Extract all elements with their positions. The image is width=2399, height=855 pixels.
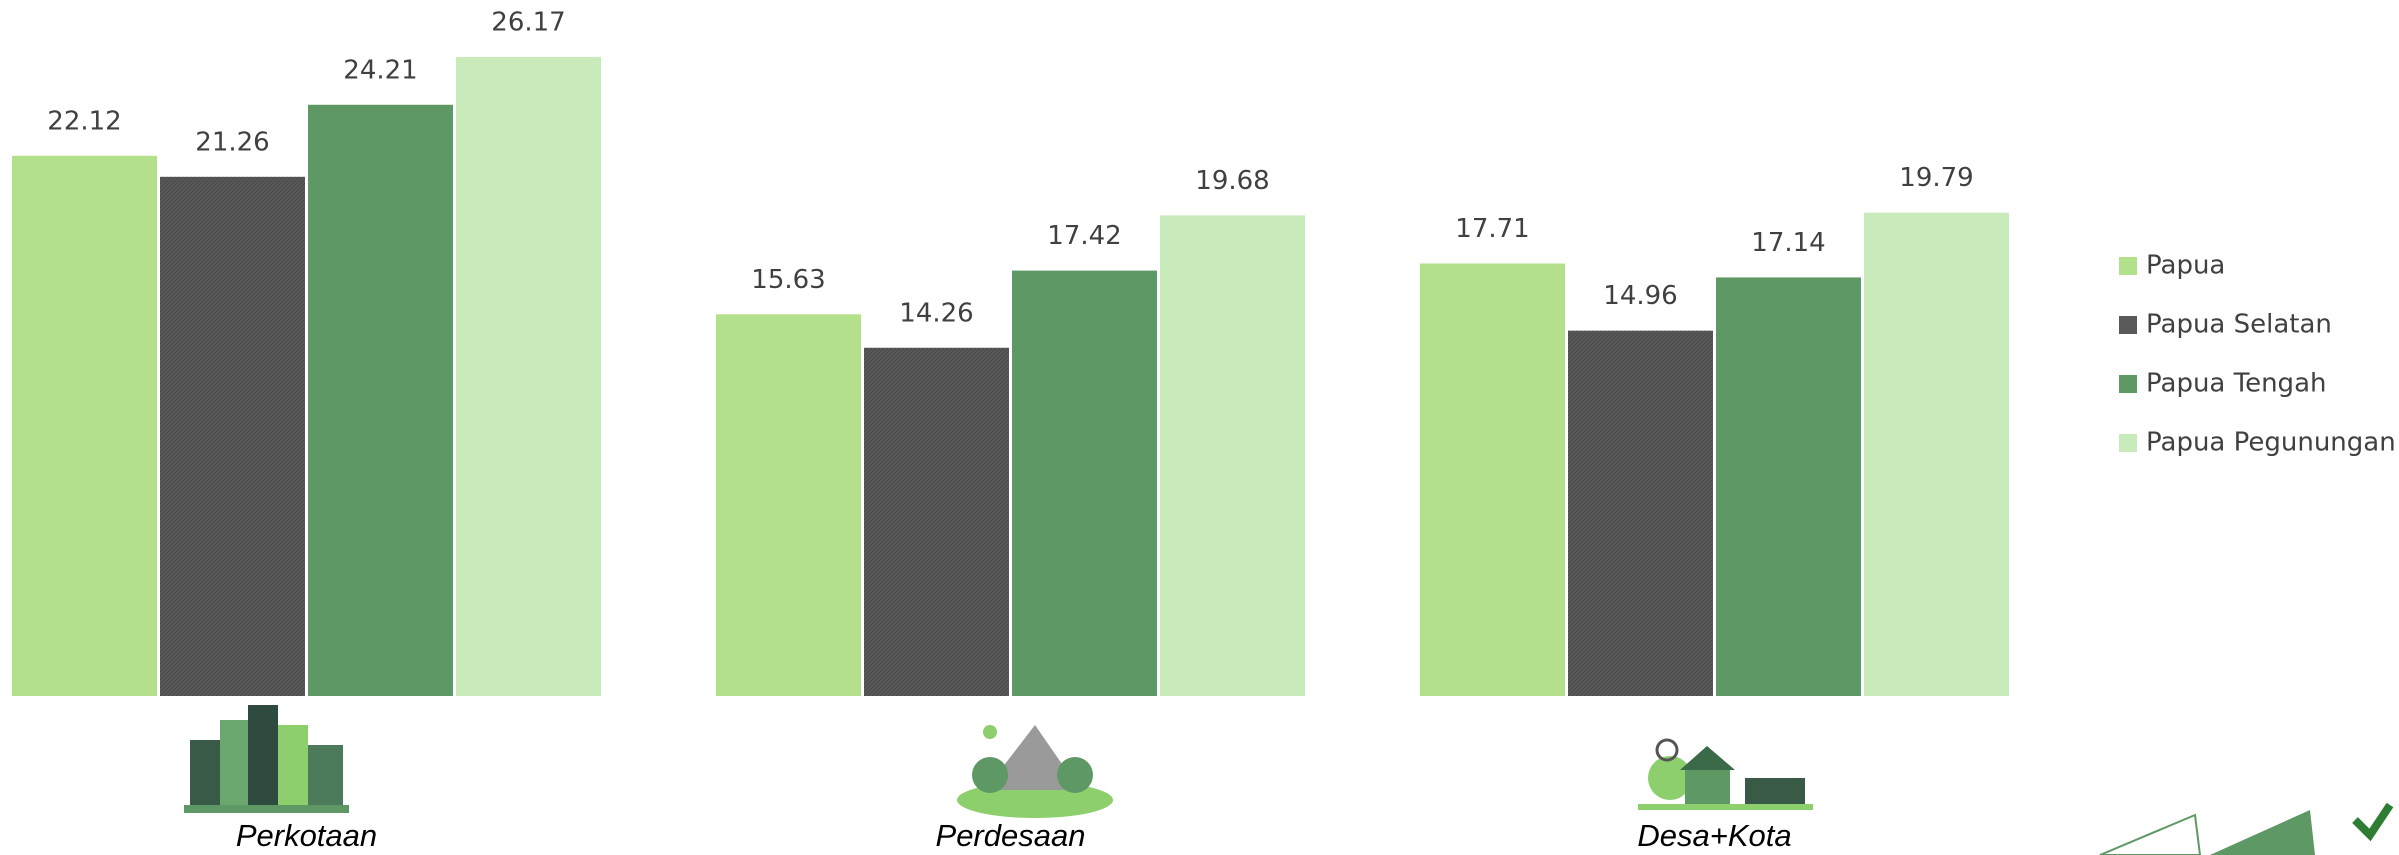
bar xyxy=(1160,215,1305,696)
bar xyxy=(308,104,453,697)
bar xyxy=(12,155,157,696)
bar xyxy=(1864,212,2009,696)
bar xyxy=(1716,277,1861,696)
village-icon xyxy=(1638,738,1813,810)
data-label: 14.96 xyxy=(1603,281,1677,311)
data-label: 17.71 xyxy=(1455,214,1529,244)
category-label: Desa+Kota xyxy=(1637,818,1791,853)
data-label: 26.17 xyxy=(491,7,565,37)
legend-swatch xyxy=(2119,434,2137,452)
data-label: 19.79 xyxy=(1899,163,1973,193)
legend-label: Papua Selatan xyxy=(2146,310,2332,340)
data-label: 21.26 xyxy=(195,127,269,157)
logo xyxy=(2099,802,2394,855)
legend-swatch xyxy=(2119,257,2137,275)
category-label: Perkotaan xyxy=(236,818,377,853)
data-label: 22.12 xyxy=(47,106,121,136)
bar xyxy=(1012,270,1157,696)
data-label: 14.26 xyxy=(899,298,973,328)
data-label: 19.68 xyxy=(1195,166,1269,196)
bar xyxy=(160,176,305,697)
legend-label: Papua xyxy=(2146,251,2225,281)
data-label: 15.63 xyxy=(751,265,825,295)
legend-label: Papua Pegunungan xyxy=(2146,428,2396,458)
legend-label: Papua Tengah xyxy=(2146,369,2326,399)
data-label: 24.21 xyxy=(343,55,417,85)
rural-icon xyxy=(957,725,1113,818)
legend-swatch xyxy=(2119,316,2137,334)
category-label: Perdesaan xyxy=(936,818,1086,853)
bar xyxy=(716,314,861,696)
bar xyxy=(456,56,601,696)
bar xyxy=(1420,263,1565,696)
data-label: 17.42 xyxy=(1047,221,1121,251)
bar xyxy=(864,347,1009,696)
bar xyxy=(1568,330,1713,696)
city-icon xyxy=(184,705,349,813)
legend-swatch xyxy=(2119,375,2137,393)
data-label: 17.14 xyxy=(1751,228,1825,258)
